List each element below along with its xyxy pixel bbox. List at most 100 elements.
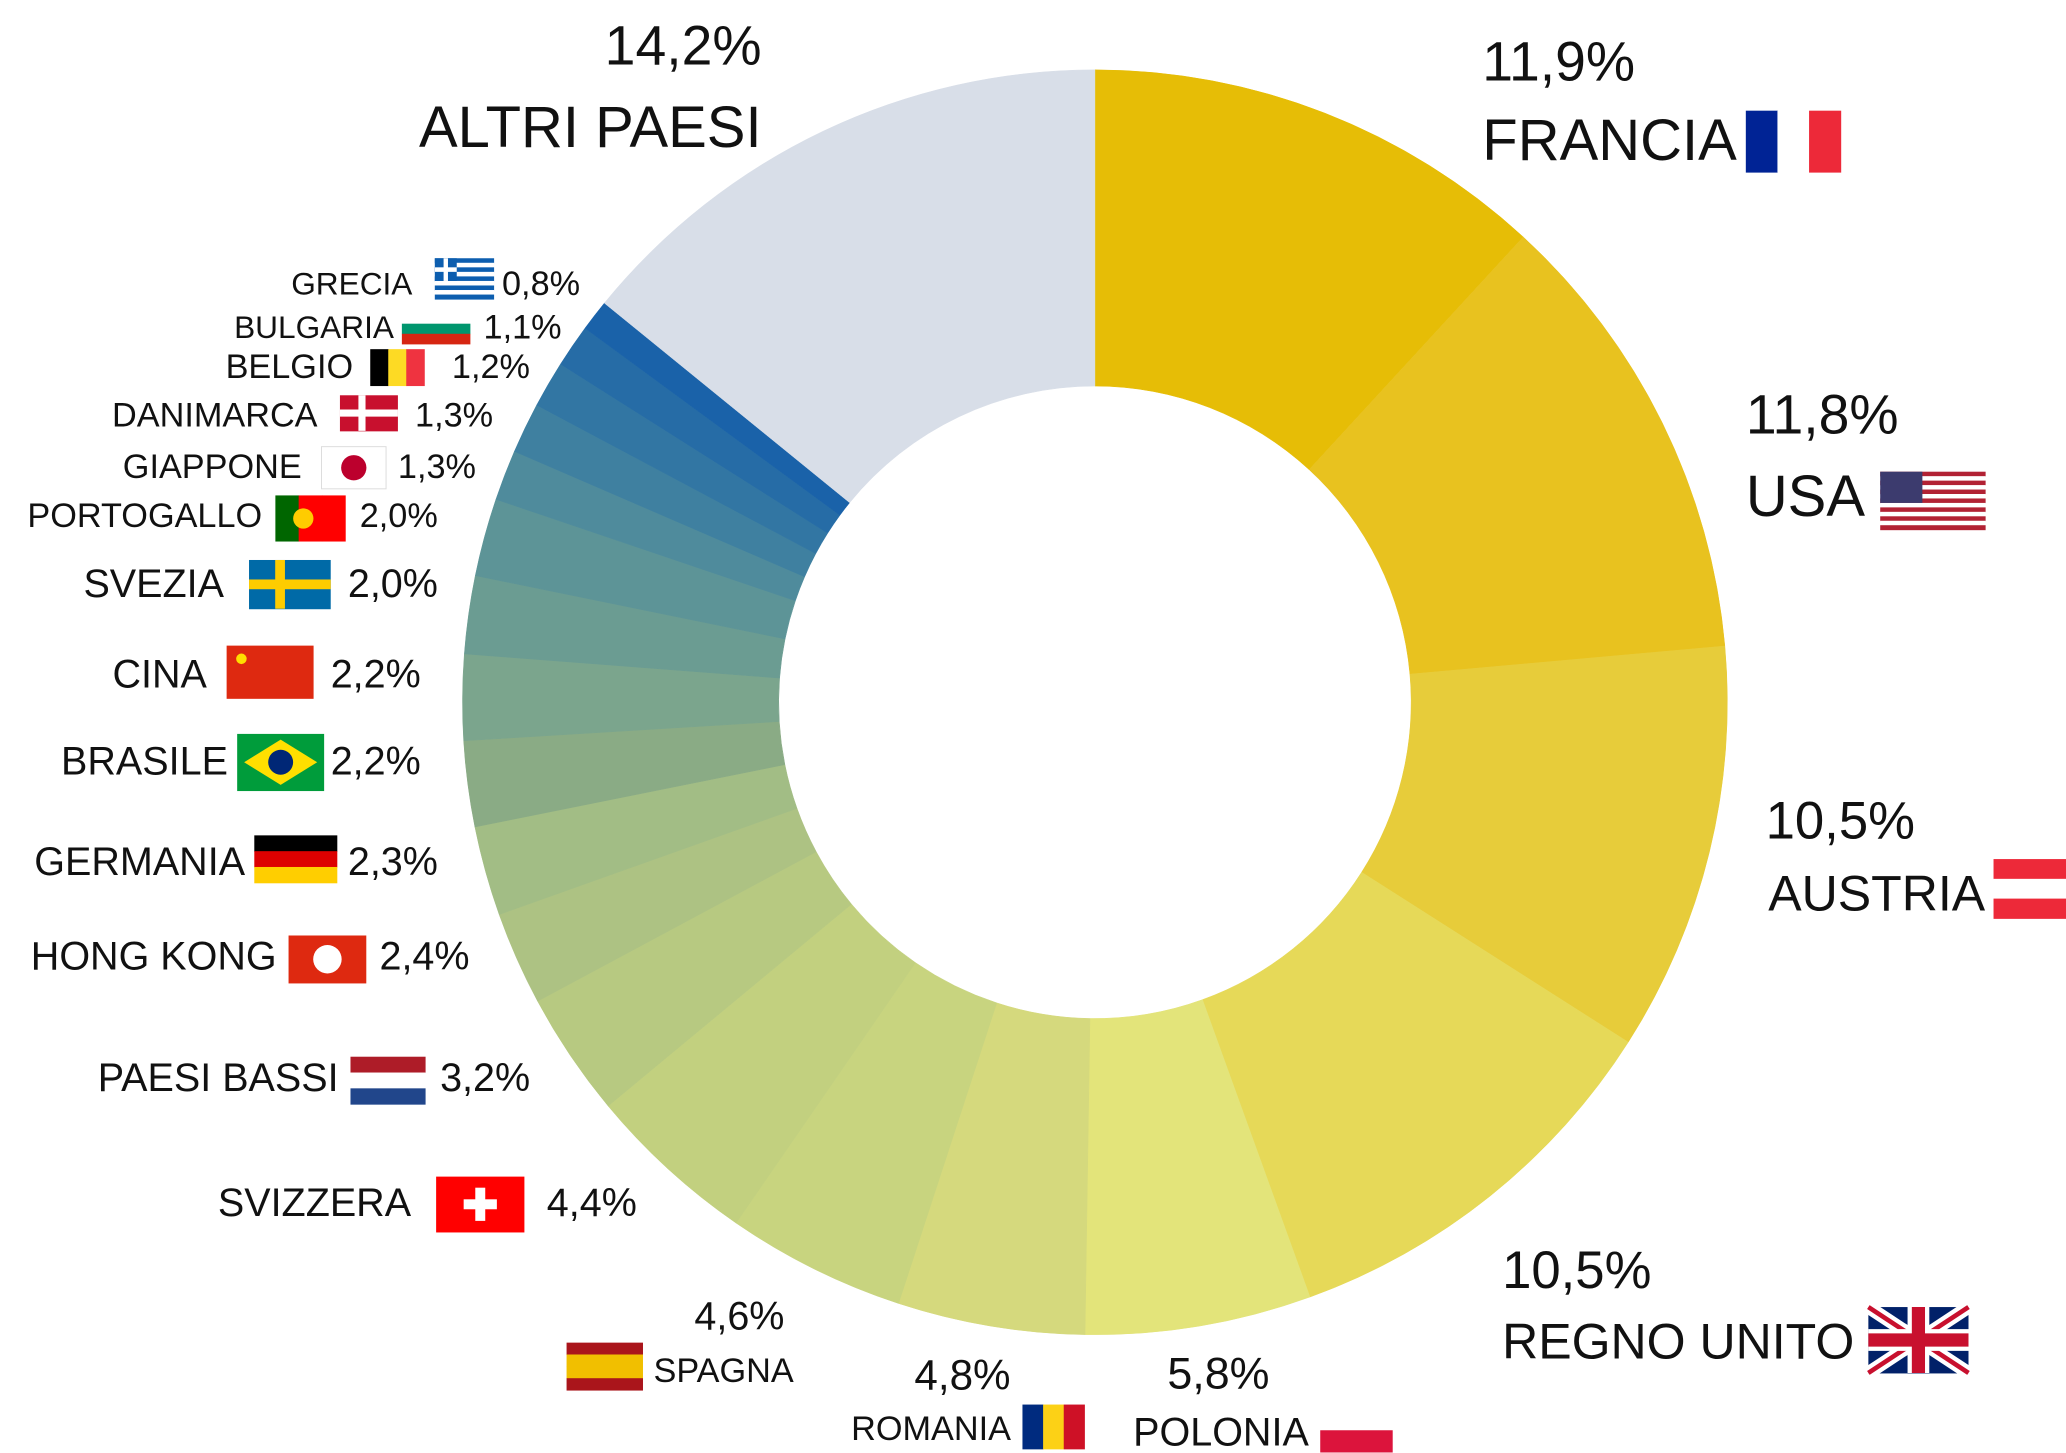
value-label: 0,8% [502, 265, 580, 303]
flag [237, 733, 325, 792]
flag [1880, 471, 1986, 531]
flag-stripe [401, 323, 471, 335]
value-label: 2,0% [360, 497, 438, 535]
value-label: 4,6% [694, 1294, 784, 1338]
category-label: GIAPPONE [123, 448, 302, 486]
flag-stripe [370, 349, 389, 387]
value-label: 2,3% [348, 840, 438, 884]
flag [1745, 110, 1842, 173]
flag-canton [1880, 471, 1923, 503]
category-label: HONG KONG [31, 935, 277, 979]
value-label: 10,5% [1502, 1241, 1651, 1300]
flag-stripe [1880, 525, 1986, 531]
category-label: SPAGNA [654, 1352, 794, 1390]
flag-disc [341, 455, 367, 481]
flag-stripe [1880, 520, 1986, 526]
flag [370, 349, 425, 387]
value-label: 1,2% [452, 348, 530, 386]
value-label: 4,8% [914, 1351, 1010, 1398]
value-label: 11,9% [1482, 30, 1635, 92]
flag-stripe [350, 1072, 426, 1089]
flag-stripe [401, 313, 471, 325]
flag-cross [1868, 1307, 1969, 1373]
slice [1202, 871, 1629, 1298]
flag-stripe [254, 851, 338, 868]
flag-stripe [434, 276, 495, 282]
value-label: 14,2% [605, 15, 762, 77]
category-label: FRANCIA [1482, 109, 1737, 173]
flag-stripe [434, 267, 495, 273]
flag [1320, 1408, 1393, 1453]
value-label: 11,8% [1746, 384, 1899, 446]
flag-cross [275, 559, 285, 609]
flag-cross [249, 579, 331, 590]
flag-stripe [434, 258, 495, 264]
flag-stripe [1993, 859, 2066, 880]
flag-stripe [406, 349, 425, 387]
flag [350, 1056, 426, 1105]
category-label: SVEZIA [83, 562, 224, 606]
flag-stripe [275, 495, 300, 542]
category-label: CINA [112, 653, 207, 697]
category-label: GERMANIA [34, 840, 245, 884]
flag-stripe [1043, 1404, 1065, 1450]
flag-stripe [1745, 110, 1778, 173]
flag-border [320, 446, 387, 490]
flag-star [236, 653, 247, 665]
category-label: ROMANIA [851, 1410, 1011, 1448]
value-label: 1,3% [415, 397, 493, 435]
flag-stripe [1880, 507, 1986, 513]
flag-stripe [1320, 1430, 1393, 1453]
flag-stripe [566, 1378, 643, 1391]
flag-stripe [401, 333, 471, 345]
flag [1864, 1301, 1973, 1379]
flag-stripe [1880, 511, 1986, 517]
flag-stripe [434, 290, 495, 296]
value-label: 1,1% [484, 308, 562, 346]
flag-stripe [1993, 898, 2066, 919]
flag-stripe [1880, 498, 1986, 504]
category-label: ALTRI PAESI [419, 96, 762, 160]
flag-flower [313, 944, 342, 974]
value-label: 4,4% [547, 1181, 637, 1225]
flag [436, 1176, 525, 1233]
flag-emblem [293, 508, 314, 529]
flag-stripe [1022, 1404, 1044, 1450]
flag-stripe [566, 1366, 643, 1379]
flag-stripe [1880, 485, 1986, 491]
flag-stripe [350, 1056, 426, 1074]
flag-cross [358, 395, 366, 431]
category-label: REGNO UNITO [1502, 1313, 1854, 1369]
value-label: 5,8% [1167, 1349, 1269, 1399]
flag-stripe [1809, 110, 1842, 173]
category-label: GRECIA [291, 265, 413, 301]
category-label: AUSTRIA [1768, 866, 1986, 922]
flag-stripe [434, 280, 495, 286]
flag-stripe [1993, 878, 2066, 900]
flag-stripe [254, 866, 338, 884]
flag-stripe [434, 271, 495, 277]
category-label: SVIZZERA [218, 1181, 412, 1225]
category-label: PORTOGALLO [27, 497, 262, 535]
flag-stripe [434, 294, 495, 300]
flag [320, 446, 387, 490]
flag-stripe [566, 1354, 643, 1367]
flag-stripe [350, 1088, 426, 1105]
slice [604, 69, 1096, 504]
flag-cross [339, 409, 398, 417]
category-label: BRASILE [61, 740, 228, 784]
flag-stripe [1320, 1408, 1393, 1431]
flag-cross [475, 1187, 486, 1221]
flag [434, 258, 495, 300]
flag [1022, 1404, 1085, 1450]
flag [226, 645, 314, 699]
flag [401, 313, 471, 345]
flag-stripe [434, 262, 495, 268]
value-label: 2,2% [331, 653, 421, 697]
flag [1993, 859, 2066, 919]
flag [275, 495, 346, 542]
flag-stripe [1880, 489, 1986, 495]
flag-stripe [1880, 471, 1986, 477]
flag-stripe [321, 495, 346, 542]
category-label: POLONIA [1133, 1410, 1309, 1453]
